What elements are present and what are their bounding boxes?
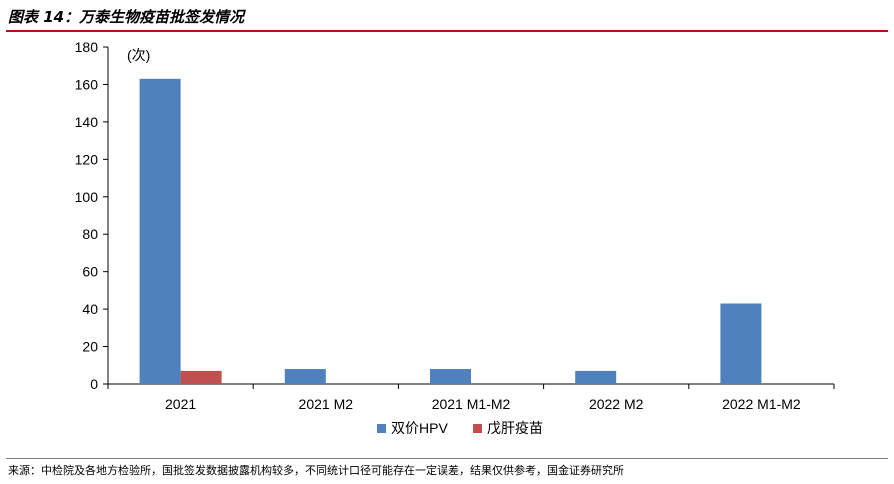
y-tick-label: 160 <box>75 76 99 92</box>
bar-hpv-3 <box>575 370 617 384</box>
x-axis: 2021 2021 M2 2021 M1-M2 2022 M2 2022 M1-M2 <box>107 383 835 412</box>
x-tick-label: 2022 M2 <box>589 396 644 412</box>
y-tick-label: 140 <box>75 114 99 130</box>
x-tick-label: 2021 M1-M2 <box>432 396 511 412</box>
bars <box>139 78 762 385</box>
y-tick-label: 60 <box>82 264 98 280</box>
y-tick-label: 40 <box>82 301 98 317</box>
y-unit-label: (次) <box>127 47 150 63</box>
legend-swatch <box>473 424 482 433</box>
bar-hpv-2 <box>430 369 471 384</box>
y-tick-label: 180 <box>75 39 99 55</box>
y-tick-label: 20 <box>82 339 98 355</box>
x-tick-label: 2022 M1-M2 <box>722 396 801 412</box>
legend: 双价HPV 戊肝疫苗 <box>377 420 543 436</box>
bar-hpv-1 <box>284 369 326 384</box>
x-tick-label: 2021 <box>165 396 196 412</box>
bar-hev-0 <box>180 370 222 384</box>
bar-hpv-4 <box>720 303 762 384</box>
y-tick-label: 100 <box>75 189 99 205</box>
legend-label: 双价HPV <box>391 420 448 436</box>
x-tick-label: 2021 M2 <box>299 396 354 412</box>
source-divider <box>6 458 888 459</box>
source-note: 来源：中检院及各地方检验所，国批签发数据披露机构较多，不同统计口径可能存在一定误… <box>8 464 624 477</box>
title-divider <box>6 30 888 32</box>
y-tick-label: 80 <box>82 226 98 242</box>
bar-hpv-0 <box>139 78 181 385</box>
y-axis: 0 20 40 60 80 100 120 140 160 180 <box>75 39 109 392</box>
figure-title: 图表 14：万泰生物疫苗批签发情况 <box>8 8 245 26</box>
y-tick-label: 0 <box>90 376 98 392</box>
y-tick-label: 120 <box>75 151 99 167</box>
legend-swatch <box>377 424 386 433</box>
legend-label: 戊肝疫苗 <box>487 420 543 436</box>
